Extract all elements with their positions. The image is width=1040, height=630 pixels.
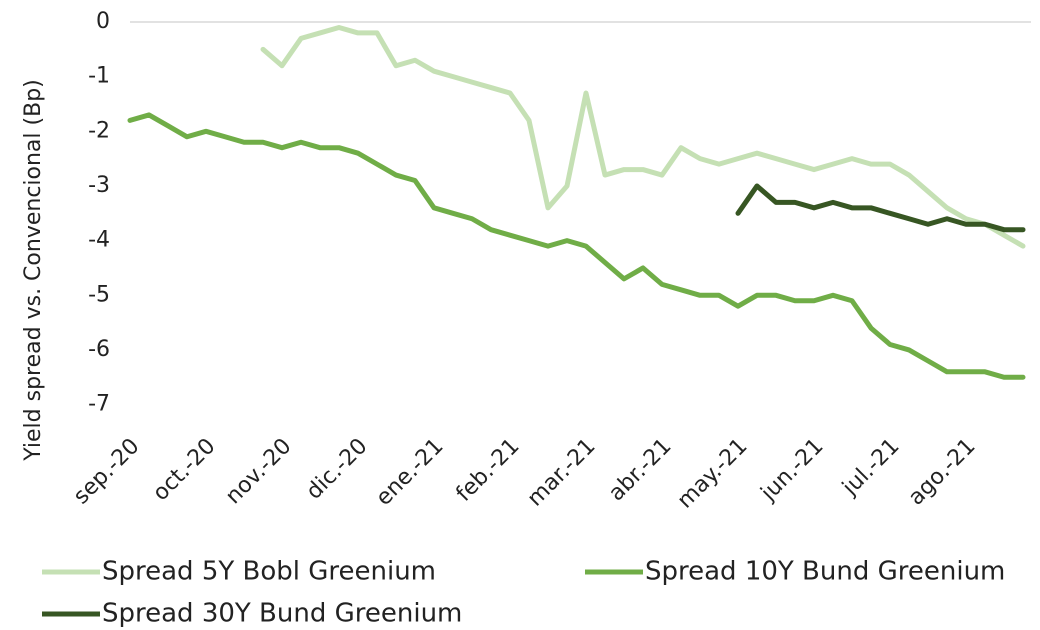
y-axis-label: Yield spread vs. Convencional (Bp) bbox=[21, 79, 46, 462]
x-tick-label: abr.-21 bbox=[604, 434, 676, 506]
y-tick-label: -6 bbox=[88, 337, 110, 362]
x-tick-label: sep.-20 bbox=[69, 434, 145, 510]
x-tick-label: ene.-21 bbox=[371, 434, 448, 511]
legend-label: Spread 5Y Bobl Greenium bbox=[102, 557, 436, 587]
x-tick-label: mar.-21 bbox=[523, 434, 601, 512]
y-tick-label: -3 bbox=[88, 173, 110, 198]
y-tick-label: 0 bbox=[96, 9, 110, 34]
series-line bbox=[260, 24, 1026, 249]
series-line bbox=[127, 112, 1026, 380]
x-tick-label: nov.-20 bbox=[221, 434, 296, 509]
x-tick-label: jun.-21 bbox=[756, 434, 829, 507]
y-tick-label: -5 bbox=[88, 282, 110, 307]
legend-label: Spread 30Y Bund Greenium bbox=[102, 599, 462, 629]
y-tick-label: -2 bbox=[88, 118, 110, 143]
x-tick-label: feb.-21 bbox=[452, 434, 525, 507]
series-line bbox=[735, 183, 1026, 233]
x-tick-label: ago.-21 bbox=[904, 434, 981, 511]
y-tick-label: -1 bbox=[88, 64, 110, 89]
legend-label: Spread 10Y Bund Greenium bbox=[645, 557, 1005, 587]
x-tick-label: jul.-21 bbox=[837, 434, 904, 501]
x-tick-label: oct.-20 bbox=[148, 434, 220, 506]
x-tick-label: dic.-20 bbox=[302, 434, 373, 505]
y-tick-label: -4 bbox=[88, 228, 110, 253]
y-tick-label: -7 bbox=[88, 392, 110, 417]
x-tick-label: may.-21 bbox=[673, 434, 753, 514]
